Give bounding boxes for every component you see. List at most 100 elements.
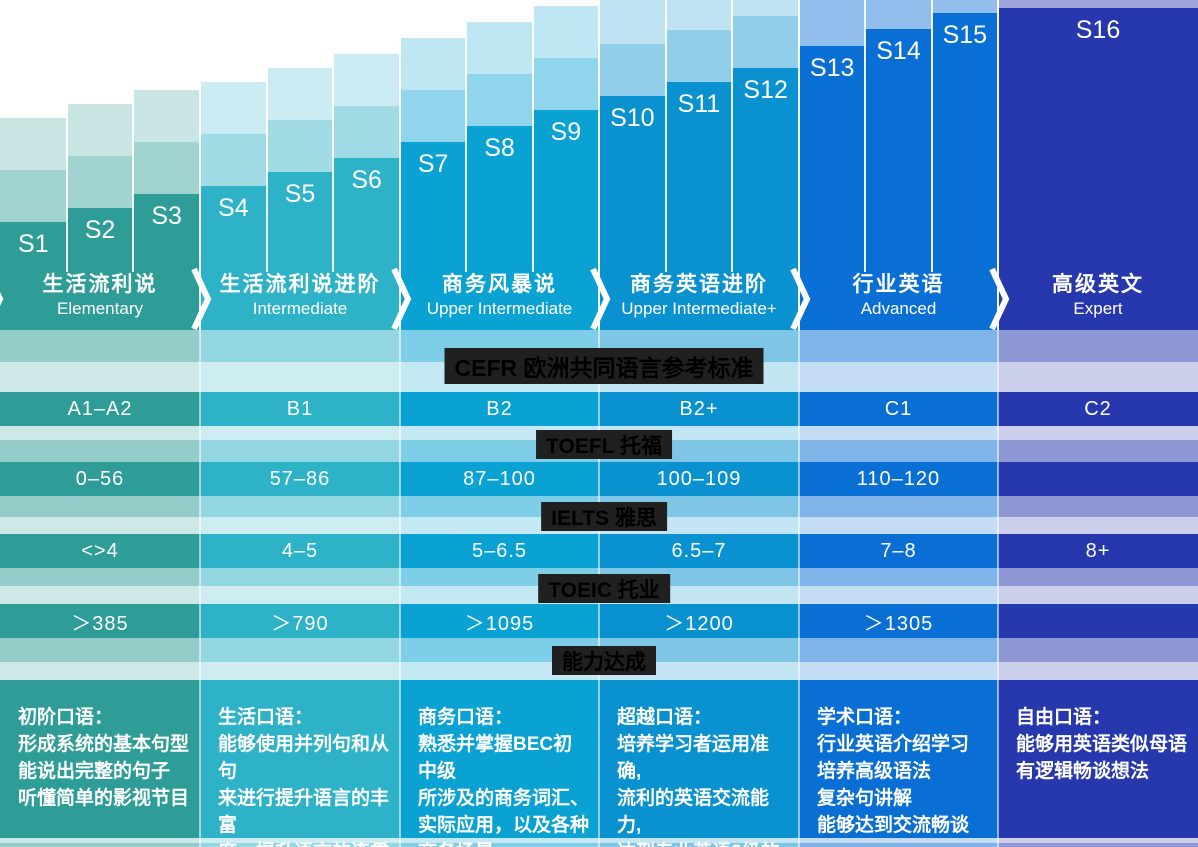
tint-band <box>0 638 200 662</box>
tint-band <box>799 362 998 392</box>
tint-band <box>0 330 200 362</box>
tint-band <box>998 330 1198 362</box>
column-boundary-lower <box>997 330 999 847</box>
column-boundary-upper <box>997 0 999 330</box>
description-line: 能够使用并列句和从句 <box>218 734 390 782</box>
tint-band <box>799 330 998 362</box>
level-bar-tint-lower <box>931 0 998 13</box>
level-bar-tint-upper <box>133 90 200 142</box>
level-bar: S14 <box>865 29 932 330</box>
level-separator <box>864 0 867 272</box>
tint-band <box>998 843 1198 847</box>
ability-description: 学术口语： 行业英语介绍学习 培养高级语法 复杂句讲解 能够达到交流畅谈 <box>799 680 998 838</box>
toeic-value-cell: ＞1305 <box>799 604 998 638</box>
level-bar-tint-lower <box>466 74 533 126</box>
tint-band <box>998 440 1198 462</box>
column-title-en: Upper Intermediate+ <box>621 299 777 318</box>
column-title-zh: 商务风暴说 <box>442 273 557 296</box>
column-boundary-upper <box>399 38 401 330</box>
tint-band <box>0 586 200 604</box>
toeic-value-cell: ＞385 <box>0 604 200 638</box>
tint-band <box>0 843 200 847</box>
tint-band <box>200 517 400 534</box>
level-bar-tint-lower <box>200 134 267 186</box>
tint-band <box>799 662 998 680</box>
tint-band <box>200 496 400 517</box>
toefl-value-cell: 100–109 <box>599 462 799 496</box>
level-label: S16 <box>1075 16 1121 44</box>
column-boundary-lower <box>798 330 800 847</box>
column-header: 行业英语 Advanced <box>799 272 998 320</box>
level-label: S14 <box>876 37 921 65</box>
level-bar: S9 <box>532 110 599 330</box>
level-label: S11 <box>677 90 721 118</box>
tint-band <box>998 586 1198 604</box>
level-column-3: S7 S8 S9 商务风暴说 Upper Intermediate B2 87–100 5–6… <box>400 0 599 847</box>
level-bar: S12 <box>732 68 799 330</box>
tint-band <box>0 496 200 517</box>
level-bar-tint-lower <box>400 90 467 142</box>
tint-band <box>998 517 1198 534</box>
description-line: 行业英语介绍学习 <box>817 734 970 755</box>
tint-band <box>799 496 998 517</box>
level-bar: S8 <box>466 126 533 330</box>
column-header: 生活流利说进阶 Intermediate <box>200 272 400 320</box>
description-line: 流利的英语交流能力, <box>617 788 770 836</box>
row-label-toeic: TOEIC 托业 <box>538 574 670 603</box>
level-bar: S3 <box>133 194 200 330</box>
toeic-value-cell <box>998 604 1198 638</box>
column-boundary-lower <box>199 330 201 847</box>
level-bar-tint-upper <box>732 0 799 16</box>
column-title-zh: 商务英语进阶 <box>630 273 768 296</box>
level-label: S8 <box>484 134 515 162</box>
toefl-value-cell: 57–86 <box>200 462 400 496</box>
level-bar-tint-lower <box>333 106 400 158</box>
level-bar-tint-lower <box>0 170 67 222</box>
level-bar: S10 <box>599 96 666 330</box>
level-bar-tint-upper <box>66 104 134 156</box>
level-bar: S11 <box>665 82 733 330</box>
level-bar-tint-lower <box>998 0 1198 8</box>
level-bar: S1 <box>0 222 67 330</box>
tint-band <box>799 568 998 586</box>
level-bar-tint-lower <box>865 0 932 29</box>
description-line: 达到专业英语8级的水平 <box>617 839 789 847</box>
level-bar-tint-upper <box>400 38 467 90</box>
description-line: 复杂句讲解 <box>817 788 913 809</box>
level-bar: S13 <box>799 46 866 330</box>
tint-band <box>799 517 998 534</box>
tint-band <box>400 838 599 843</box>
tint-band <box>0 568 200 586</box>
tint-band <box>998 362 1198 392</box>
level-label: S4 <box>218 194 249 222</box>
toefl-value-cell: 0–56 <box>0 462 200 496</box>
column-title-en: Intermediate <box>252 299 348 318</box>
row-label-cefr: CEFR 欧洲共同语言参考标准 <box>444 348 764 384</box>
ielts-value-cell: 5–6.5 <box>400 534 599 568</box>
tint-band <box>0 662 200 680</box>
level-bar-tint-upper <box>665 0 733 30</box>
level-bar-tint-lower <box>66 156 134 208</box>
description-line: 听懂简单的影视节目 <box>18 788 190 809</box>
level-label: S2 <box>84 216 116 244</box>
chevron-right-icon <box>191 267 212 331</box>
toefl-value-cell <box>998 462 1198 496</box>
column-boundary-upper <box>199 82 201 330</box>
column-title-zh: 生活流利说进阶 <box>219 273 381 296</box>
description-line: 商务场景 <box>418 839 589 847</box>
chevron-right-icon <box>590 267 611 331</box>
ielts-value-cell: 6.5–7 <box>599 534 799 568</box>
level-bar-tint-lower <box>799 0 866 46</box>
tint-band <box>200 568 400 586</box>
column-title-zh: 生活流利说 <box>42 273 158 296</box>
ielts-value-cell: 4–5 <box>200 534 400 568</box>
chevron-right-icon <box>790 267 811 331</box>
level-column-4: S10 S11 S12 商务英语进阶 Upper Intermediate+ B2+ 100… <box>599 0 799 847</box>
cefr-value-cell: A1–A2 <box>0 392 200 426</box>
description-line: 培养学习者运用准确, <box>617 734 770 782</box>
column-boundary-upper <box>798 0 800 330</box>
level-bar-tint-lower <box>133 142 200 194</box>
level-bar: S2 <box>66 208 134 330</box>
description-line: 熟悉并掌握BEC初中级 <box>418 734 573 782</box>
